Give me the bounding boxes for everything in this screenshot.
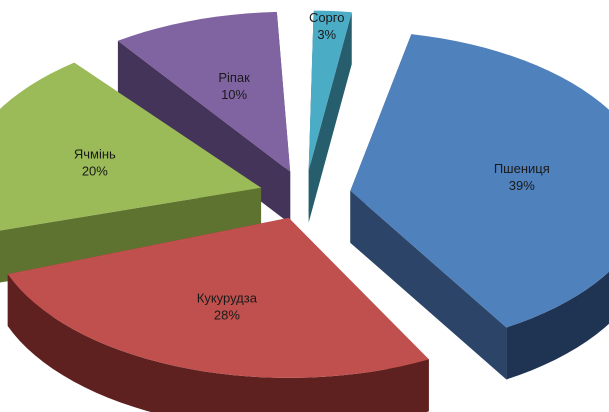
- pie-slice-2: [7, 217, 429, 412]
- slice-value-1: 39%: [509, 178, 535, 193]
- slice-wall-3-1: [0, 187, 262, 283]
- slice-wall-5-2: [308, 12, 352, 223]
- pie-slice-3: [0, 62, 262, 283]
- slice-value-2: 28%: [214, 308, 240, 323]
- slice-label-2: Кукурудза: [197, 291, 258, 306]
- slice-wall-1-2: [350, 190, 507, 380]
- slice-side-2-1: [7, 274, 429, 412]
- slice-wall-4-1: [117, 40, 291, 224]
- slice-top-4: [117, 11, 291, 172]
- slice-top-1: [350, 34, 609, 328]
- slice-label-1: Пшениця: [494, 161, 550, 176]
- slice-top-2: [7, 217, 429, 378]
- slice-top-3: [0, 62, 262, 231]
- slice-value-4: 10%: [221, 87, 247, 102]
- slice-label-5: Сорго: [309, 10, 345, 25]
- slice-label-3: Ячмінь: [74, 146, 116, 161]
- slice-value-5: 3%: [317, 27, 336, 42]
- slice-side-1-1: [506, 271, 609, 380]
- pie-slice-5: [308, 10, 352, 223]
- pie-slice-4: [117, 11, 291, 224]
- pie-slice-1: [350, 34, 609, 380]
- slice-label-4: Ріпак: [218, 70, 250, 85]
- slice-top-5: [308, 10, 352, 171]
- slice-value-3: 20%: [82, 163, 108, 178]
